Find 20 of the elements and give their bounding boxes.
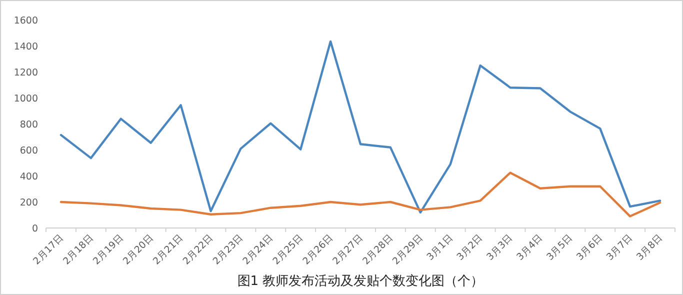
y-tick-label: 400 xyxy=(20,172,38,182)
y-tick-label: 1400 xyxy=(14,42,38,52)
x-tick-label: 3月1日 xyxy=(425,232,456,263)
line-series xyxy=(60,40,662,214)
x-tick-label: 3月6日 xyxy=(574,232,606,263)
x-tick-label: 3月2日 xyxy=(454,232,486,263)
y-tick-label: 1200 xyxy=(14,68,38,78)
x-tick-label: 3月5日 xyxy=(544,232,576,263)
y-tick-label: 0 xyxy=(32,224,38,234)
y-tick-label: 600 xyxy=(20,146,38,156)
y-tick-label: 1600 xyxy=(14,16,38,26)
line-series xyxy=(60,172,662,218)
y-tick-label: 1000 xyxy=(14,94,38,104)
x-tick-label: 3月7日 xyxy=(604,232,636,263)
text: 图1 教师发布活动及发贴个数变化图（个） xyxy=(237,274,484,289)
y-tick-label: 200 xyxy=(20,198,38,208)
x-tick-label: 3月3日 xyxy=(484,232,516,263)
y-tick-label: 800 xyxy=(20,120,38,130)
x-tick-label: 3月8日 xyxy=(634,232,666,263)
x-tick-label: 3月4日 xyxy=(514,232,546,263)
